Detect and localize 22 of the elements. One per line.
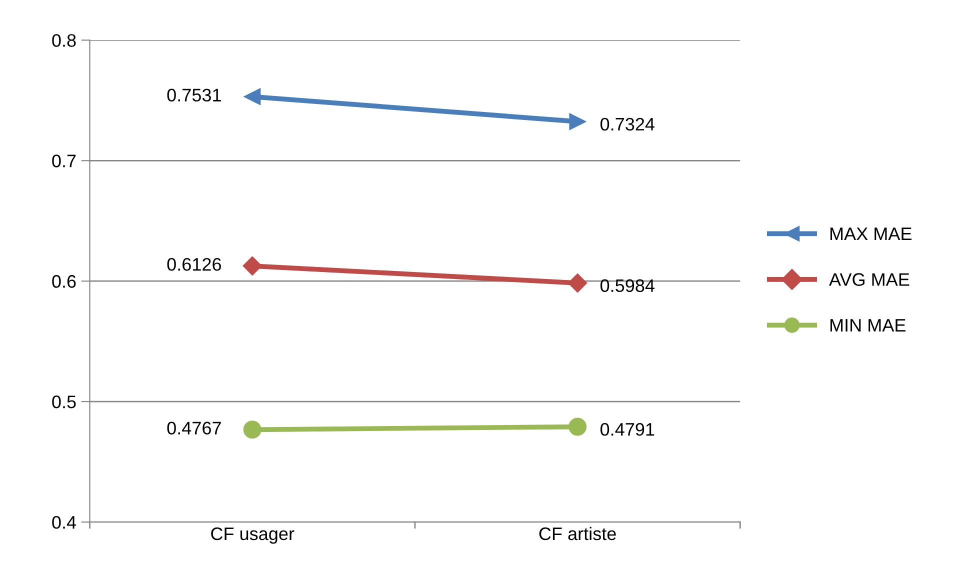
- y-tick-label: 0.6: [52, 275, 76, 288]
- point: [568, 418, 587, 436]
- data-label: 0.5984: [600, 279, 654, 292]
- data-label: 0.7324: [600, 118, 654, 131]
- data-label: 0.4767: [167, 422, 221, 434]
- x-tick-label: CF usager: [211, 527, 294, 544]
- point: [568, 274, 588, 293]
- legend-label: AVG MAE: [829, 273, 910, 286]
- legend-label: MAX MAE: [830, 228, 912, 240]
- legend-label: MIN MAE: [830, 319, 906, 332]
- point: [242, 256, 262, 276]
- point: [569, 113, 586, 130]
- x-tick-label: CF artiste: [539, 526, 616, 540]
- point: [244, 88, 261, 105]
- data-label: 0.7531: [167, 88, 221, 102]
- data-label: 0.4791: [600, 422, 654, 436]
- y-tick-label: 0.7: [52, 154, 76, 168]
- point: [243, 420, 262, 439]
- data-label: 0.6126: [167, 258, 222, 271]
- y-tick-label: 0.8: [52, 34, 76, 47]
- y-tick-label: 0.5: [52, 396, 76, 408]
- y-tick-label: 0.4: [52, 516, 76, 529]
